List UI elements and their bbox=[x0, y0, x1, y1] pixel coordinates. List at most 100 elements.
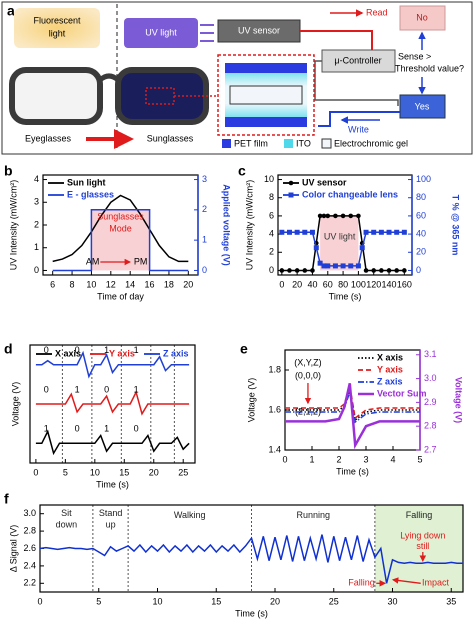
y2-tick-label: 0 bbox=[416, 265, 421, 275]
panel-letter: e bbox=[240, 341, 248, 357]
x-tick-label: 30 bbox=[387, 596, 397, 606]
legend-swatch bbox=[321, 138, 332, 149]
y-tick-label: 10 bbox=[264, 174, 274, 184]
highlight-region bbox=[91, 209, 150, 271]
panel-letter: c bbox=[238, 163, 246, 179]
plot-frame bbox=[29, 344, 196, 464]
connector bbox=[318, 111, 400, 127]
series-line bbox=[35, 390, 190, 416]
point bbox=[394, 229, 400, 235]
digit-label: 0 bbox=[75, 345, 80, 355]
digit-label: 0 bbox=[104, 384, 109, 394]
y-tick-label: 4 bbox=[269, 228, 274, 238]
series-line bbox=[35, 429, 190, 456]
pet-layer bbox=[225, 63, 307, 73]
annotation: AM bbox=[86, 256, 100, 266]
legend-label: Y axis bbox=[377, 364, 403, 374]
point bbox=[340, 263, 346, 269]
pet-layer bbox=[225, 117, 307, 127]
y2-tick-label: 60 bbox=[416, 210, 426, 220]
digit-label: 0 bbox=[75, 424, 80, 434]
y2-tick-label: 20 bbox=[416, 247, 426, 257]
point bbox=[348, 263, 354, 269]
x-axis-label: Time (s) bbox=[235, 608, 268, 618]
x-tick-label: 6 bbox=[50, 279, 55, 289]
y-tick-label: 2 bbox=[34, 219, 39, 229]
y-tick-label: 4 bbox=[34, 174, 39, 184]
point bbox=[294, 229, 300, 235]
annotation: Running bbox=[296, 510, 330, 520]
highlight-region bbox=[320, 215, 359, 271]
point bbox=[325, 213, 331, 219]
legend-label: Z axis bbox=[163, 348, 189, 358]
annotation: (0,0,0) bbox=[295, 370, 321, 380]
connector bbox=[314, 60, 399, 106]
point bbox=[394, 268, 399, 273]
y-tick-label: 1.8 bbox=[268, 364, 281, 374]
annotation-arrow bbox=[391, 577, 421, 584]
x-tick-label: 100 bbox=[351, 279, 366, 289]
point bbox=[386, 268, 392, 273]
point bbox=[402, 268, 407, 273]
label: Yes bbox=[415, 101, 430, 111]
point bbox=[302, 229, 308, 235]
y-tick-label: 2.2 bbox=[23, 578, 36, 588]
x-tick-label: 2 bbox=[336, 454, 341, 464]
legend-label: X axis bbox=[377, 352, 403, 362]
y-axis-label: Δ Signal (V) bbox=[8, 525, 18, 573]
clear-lens bbox=[9, 67, 103, 125]
annotation: Mode bbox=[109, 223, 132, 233]
annotation: down bbox=[56, 519, 78, 529]
legend-label: ITO bbox=[296, 138, 311, 148]
x-tick-label: 15 bbox=[211, 596, 221, 606]
digit-label: 1 bbox=[134, 384, 139, 394]
digit-label: 1 bbox=[104, 424, 109, 434]
panel-letter: a bbox=[7, 3, 15, 19]
digit-label: 1 bbox=[104, 345, 109, 355]
x-tick-label: 4 bbox=[390, 454, 395, 464]
x-tick-label: 3 bbox=[363, 454, 368, 464]
light-source bbox=[14, 8, 100, 48]
point bbox=[333, 213, 338, 219]
point bbox=[355, 263, 361, 269]
digit-label: 0 bbox=[44, 345, 49, 355]
y2-tick-label: 2.9 bbox=[424, 397, 437, 407]
annotation: PM bbox=[134, 256, 148, 266]
y2-tick-label: 3.1 bbox=[424, 349, 437, 359]
x-tick-label: 5 bbox=[63, 467, 68, 477]
y-tick-label: 2.4 bbox=[23, 560, 36, 570]
y2-tick-label: 2 bbox=[202, 204, 207, 214]
label: No bbox=[416, 12, 428, 22]
y2-axis-label: T % @ 365 nm bbox=[451, 195, 461, 256]
x-tick-label: 20 bbox=[292, 279, 302, 289]
point bbox=[386, 229, 392, 235]
label: Sense > bbox=[398, 51, 431, 61]
label: Read bbox=[366, 7, 388, 17]
point bbox=[309, 229, 315, 235]
y-axis-label: Voltage (V) bbox=[10, 382, 20, 427]
x-tick-label: 35 bbox=[446, 596, 456, 606]
x-tick-label: 25 bbox=[329, 596, 339, 606]
point bbox=[286, 229, 292, 235]
point bbox=[321, 213, 327, 219]
x-tick-label: 0 bbox=[279, 279, 284, 289]
uv-source bbox=[124, 18, 198, 48]
x-axis-label: Time (s) bbox=[336, 466, 369, 476]
label: Write bbox=[348, 124, 369, 134]
annotation: Stand bbox=[99, 508, 123, 518]
point bbox=[287, 268, 292, 273]
x-tick-label: 16 bbox=[145, 279, 155, 289]
x-tick-label: 5 bbox=[417, 454, 422, 464]
y-tick-label: 3 bbox=[34, 197, 39, 207]
x-tick-label: 8 bbox=[70, 279, 75, 289]
point bbox=[363, 268, 369, 273]
point bbox=[356, 213, 361, 219]
x-tick-label: 0 bbox=[37, 596, 42, 606]
y2-tick-label: 3 bbox=[202, 174, 207, 184]
annotation: Lying down bbox=[400, 531, 445, 541]
point bbox=[325, 263, 331, 269]
x-tick-label: 15 bbox=[119, 467, 129, 477]
gel-layer bbox=[229, 85, 303, 105]
legend-label: Color changeable lens bbox=[302, 189, 398, 199]
